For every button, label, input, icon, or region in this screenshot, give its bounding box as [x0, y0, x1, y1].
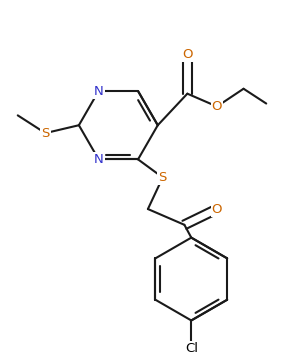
Text: Cl: Cl [185, 342, 198, 355]
Text: O: O [212, 100, 222, 113]
Text: S: S [41, 127, 50, 140]
Text: N: N [94, 84, 104, 98]
Text: N: N [94, 153, 104, 166]
Text: O: O [182, 48, 193, 61]
Text: S: S [158, 171, 167, 184]
Text: O: O [212, 203, 222, 215]
